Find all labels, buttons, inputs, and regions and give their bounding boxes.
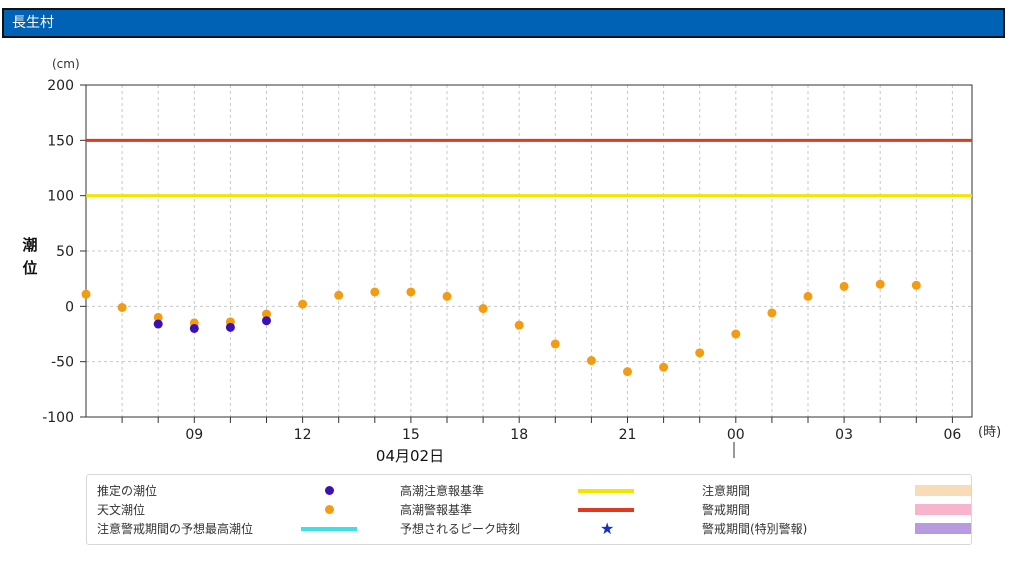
data-point (731, 329, 741, 339)
legend-dot-icon (325, 505, 334, 514)
y-tick-label: 100 (47, 189, 74, 205)
x-tick-label: 21 (619, 427, 637, 443)
legend-period-icon (915, 485, 971, 496)
legend-label: 注意警戒期間の予想最高潮位 (97, 522, 254, 536)
data-point (298, 299, 308, 309)
x-tick-label: 09 (185, 427, 203, 443)
data-point (189, 323, 199, 333)
chart-legend: 推定の潮位天文潮位注意警戒期間の予想最高潮位 高潮注意報基準 高潮警報基準予想される… (86, 474, 972, 545)
x-unit-label: (時) (978, 425, 1001, 440)
legend-line-icon (301, 527, 357, 531)
data-point (334, 290, 344, 300)
data-point (117, 302, 127, 312)
data-point (262, 316, 271, 326)
legend-period-icon (915, 523, 971, 534)
data-point (767, 308, 777, 318)
data-point (839, 281, 849, 291)
star-icon: ★ (600, 519, 615, 538)
x-tick-label: 15 (402, 427, 420, 443)
legend-label: 警戒期間(特別警報) (702, 522, 808, 536)
legend-label: 警戒期間 (702, 503, 751, 517)
location-title: 長生村 (12, 15, 54, 31)
data-point (262, 309, 271, 319)
legend-label: 注意期間 (702, 484, 751, 498)
data-point (695, 348, 705, 358)
data-point (406, 287, 416, 297)
data-point (659, 362, 669, 372)
y-axis-label-2: 位 (22, 259, 37, 277)
data-point (875, 279, 885, 289)
legend-line-icon (578, 508, 634, 512)
data-point (81, 289, 91, 299)
legend-line-icon (578, 489, 634, 493)
data-point (153, 312, 163, 322)
x-tick-label: 00 (727, 427, 745, 443)
x-tick-label: 18 (510, 427, 528, 443)
legend-label: 高潮警報基準 (400, 503, 473, 517)
x-tick-label: 06 (943, 427, 961, 443)
legend-label: 予想されるピーク時刻 (400, 522, 521, 536)
y-tick-label: -50 (51, 355, 74, 371)
location-title-bar: 長生村 (2, 8, 1005, 38)
y-tick-label: 50 (56, 244, 74, 260)
data-point (442, 291, 452, 301)
y-tick-label: 200 (47, 78, 74, 94)
data-point (478, 304, 488, 314)
data-point (803, 291, 813, 301)
data-point (550, 339, 560, 349)
data-point (911, 280, 921, 290)
legend-label: 高潮注意報基準 (400, 484, 485, 498)
y-tick-label: 150 (47, 133, 74, 149)
data-point (370, 287, 380, 297)
y-tick-label: -100 (42, 410, 74, 426)
y-tick-label: 0 (65, 299, 74, 315)
legend-dot-icon (325, 486, 334, 495)
x-tick-label: 03 (835, 427, 853, 443)
data-point (623, 367, 632, 377)
legend-label: 推定の潮位 (97, 484, 158, 498)
tide-chart: (cm) 潮 位 (時) 04月02日 200 150 100 50 0 -50 -100 0… (22, 57, 1001, 465)
y-axis-label-1: 潮 (22, 236, 37, 254)
data-point (586, 356, 596, 366)
y-unit-label: (cm) (52, 57, 80, 71)
data-point (514, 320, 524, 330)
legend-label: 天文潮位 (97, 503, 146, 517)
date-label: 04月02日 (376, 447, 444, 465)
data-point (225, 322, 235, 332)
plot-frame (85, 84, 973, 418)
x-tick-label: 12 (294, 427, 312, 443)
data-point (153, 319, 163, 329)
legend-period-icon (915, 504, 971, 515)
